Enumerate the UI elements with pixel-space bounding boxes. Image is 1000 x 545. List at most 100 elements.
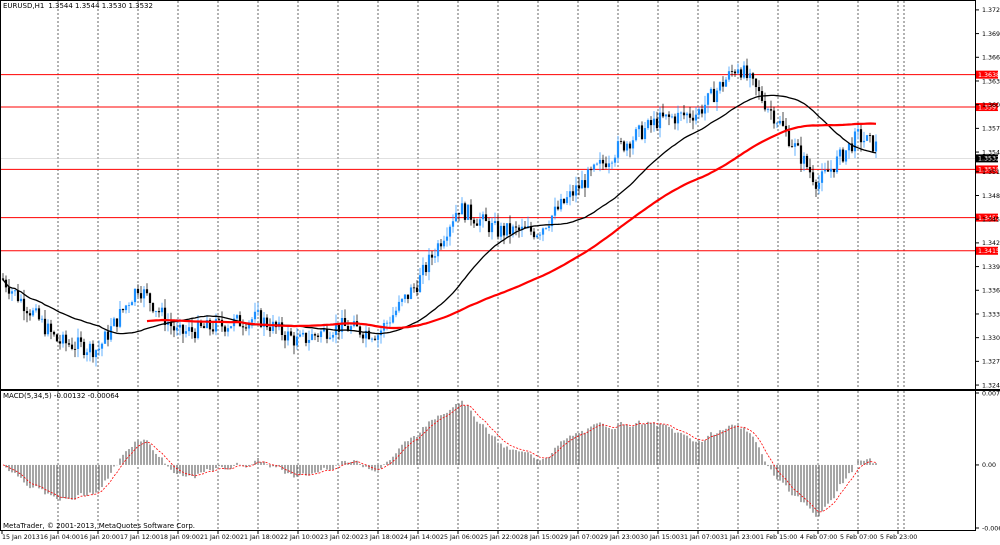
candle-body bbox=[187, 327, 191, 332]
candle-body bbox=[517, 227, 521, 230]
candle-body bbox=[415, 287, 419, 293]
candle-body bbox=[790, 146, 794, 147]
price-tick-label: 1.3720 bbox=[982, 7, 1000, 14]
macd-tick-label: 0.00762 bbox=[982, 390, 1000, 397]
candle-body bbox=[757, 87, 761, 92]
candle-body bbox=[589, 169, 593, 171]
candle-body bbox=[100, 343, 104, 349]
candle-body bbox=[499, 225, 503, 237]
price-tick-label: 1.3305 bbox=[982, 335, 1000, 342]
candle-body bbox=[247, 322, 251, 329]
candle-body bbox=[646, 120, 650, 129]
candle-body bbox=[673, 116, 677, 124]
time-tick-label: 15 Jan 2013 bbox=[2, 534, 40, 541]
candle-body bbox=[520, 226, 524, 230]
candle-body bbox=[133, 288, 137, 303]
candle-body bbox=[700, 109, 704, 114]
price-tick-label: 1.3395 bbox=[982, 264, 1000, 271]
candle-body bbox=[442, 240, 446, 247]
candle-body bbox=[448, 226, 452, 237]
time-tick-label: 31 Jan 23:00 bbox=[720, 534, 760, 541]
candle-body bbox=[157, 311, 161, 313]
candle-body bbox=[373, 338, 377, 340]
candle-body bbox=[331, 334, 335, 338]
time-tick-label: 25 Jan 22:00 bbox=[480, 534, 520, 541]
candle-body bbox=[55, 334, 59, 342]
candle-body bbox=[70, 344, 74, 349]
candle-body bbox=[211, 329, 215, 332]
candle-body bbox=[547, 226, 551, 228]
candle-body bbox=[403, 294, 407, 299]
candle-body bbox=[697, 109, 701, 115]
candle-body bbox=[115, 318, 119, 327]
candle-body bbox=[556, 206, 560, 210]
candle-body bbox=[394, 310, 398, 316]
candle-body bbox=[106, 331, 110, 340]
candle-body bbox=[640, 125, 644, 140]
candle-body bbox=[337, 323, 341, 332]
candle-body bbox=[376, 335, 380, 340]
candle-body bbox=[385, 322, 389, 324]
candle-body bbox=[319, 331, 323, 338]
candle-body bbox=[292, 335, 296, 346]
candle-body bbox=[454, 212, 458, 222]
candle-body bbox=[631, 140, 635, 149]
candle-body bbox=[340, 318, 344, 332]
macd-tick-label: -0.00668 bbox=[982, 525, 1000, 532]
candle-body bbox=[754, 78, 758, 88]
candle-body bbox=[658, 112, 662, 129]
moving-average-fast bbox=[2, 94, 877, 335]
candle-body bbox=[793, 143, 797, 147]
candle-body bbox=[661, 112, 665, 117]
candle-body bbox=[214, 319, 218, 332]
candle-body bbox=[619, 141, 623, 142]
candle-body bbox=[823, 170, 827, 172]
candle-body bbox=[862, 140, 866, 143]
price-tick-label: 1.3335 bbox=[982, 311, 1000, 318]
candle-body bbox=[181, 324, 185, 334]
candle-body bbox=[154, 311, 158, 312]
candle-body bbox=[502, 225, 506, 236]
level-price-tag-label: 1.3597 bbox=[978, 104, 1000, 111]
candle-body bbox=[457, 212, 461, 215]
candle-body bbox=[58, 341, 62, 344]
candle-body bbox=[139, 293, 143, 299]
level-price-tag bbox=[976, 70, 998, 79]
price-axis: 1.3720 1.3690 1.3660 1.3630 1.3600 1.3570 1.35… bbox=[975, 7, 1000, 532]
candle-body bbox=[874, 141, 878, 152]
candle-body bbox=[43, 318, 47, 335]
candle-body bbox=[328, 337, 332, 339]
candle-body bbox=[490, 222, 494, 233]
candle-body bbox=[196, 321, 200, 339]
candle-body bbox=[484, 214, 488, 222]
candle-body bbox=[334, 323, 338, 335]
candle-body bbox=[826, 170, 830, 172]
macd-tick-label: 0.00 bbox=[982, 462, 996, 469]
time-tick-label: 23 Jan 18:00 bbox=[360, 534, 400, 541]
candle-body bbox=[856, 129, 860, 132]
candle-body bbox=[34, 308, 38, 311]
time-tick-label: 29 Jan 23:00 bbox=[600, 534, 640, 541]
candle-body bbox=[745, 65, 749, 79]
candle-body bbox=[445, 236, 449, 241]
candle-body bbox=[205, 320, 209, 329]
candle-body bbox=[304, 332, 308, 343]
candle-body bbox=[220, 319, 224, 327]
candle-body bbox=[253, 311, 257, 320]
candle-body bbox=[664, 114, 668, 117]
candle-body bbox=[832, 168, 836, 173]
candle-body bbox=[64, 334, 68, 344]
candle-body bbox=[175, 327, 179, 331]
candle-body bbox=[262, 317, 266, 327]
time-tick-label: 22 Jan 10:00 bbox=[280, 534, 320, 541]
candle-body bbox=[535, 235, 539, 238]
candle-body bbox=[616, 141, 620, 158]
time-tick-label: 17 Jan 12:00 bbox=[120, 534, 160, 541]
candle-body bbox=[358, 326, 362, 335]
candle-body bbox=[610, 162, 614, 164]
candle-body bbox=[82, 341, 86, 356]
candle-body bbox=[817, 182, 821, 189]
candle-body bbox=[178, 324, 182, 328]
